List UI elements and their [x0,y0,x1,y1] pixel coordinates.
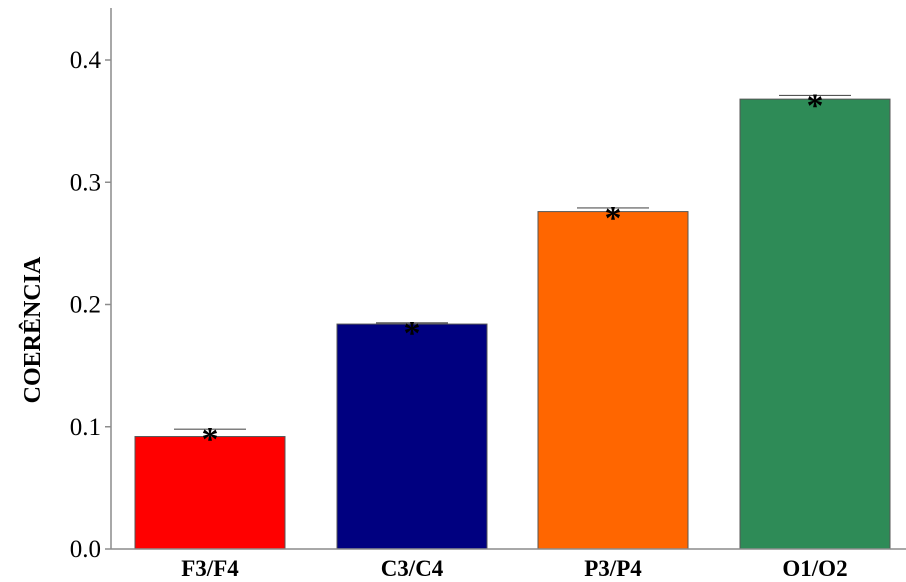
y-tick-label: 0.1 [70,414,101,441]
significance-marker: * [202,421,219,458]
bar-c3-c4 [336,323,488,550]
bar-o1-o2 [739,98,891,550]
x-tick-label: F3/F4 [181,556,239,581]
y-tick-label: 0.2 [70,292,101,319]
x-tick-label: O1/O2 [782,556,847,581]
y-axis-title: COERÊNCIA [19,256,46,403]
labels: 0.0 0.1 0.2 0.3 0.4 * F3/F4 * C3/C4 * P3/P4 * O1/O2 [70,47,848,581]
y-tick-label: 0.4 [70,47,102,74]
bars [134,94,891,550]
y-tick-label: 0.0 [70,536,101,563]
x-tick-label: P3/P4 [584,556,642,581]
significance-marker: * [605,200,622,237]
y-tick-label: 0.3 [70,169,101,196]
x-tick-label: C3/C4 [381,556,444,581]
bar-p3-p4 [537,211,689,550]
bar-f3-f4 [134,436,286,550]
significance-marker: * [404,315,421,352]
axes [105,8,906,550]
significance-marker: * [807,87,824,124]
